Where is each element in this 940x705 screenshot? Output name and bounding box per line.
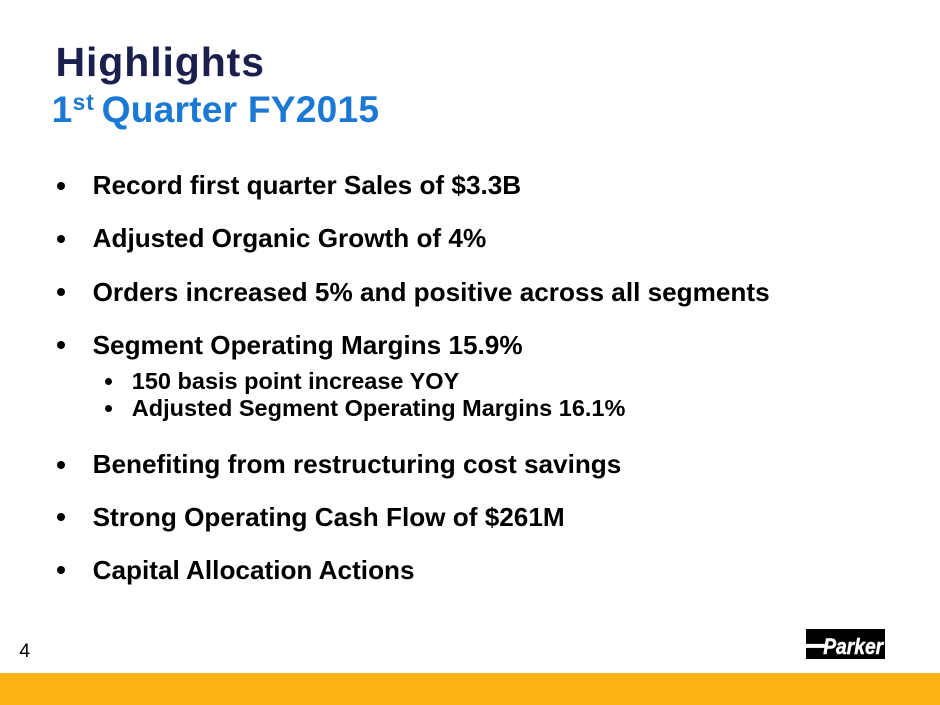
svg-text:Parker: Parker [823, 634, 884, 659]
